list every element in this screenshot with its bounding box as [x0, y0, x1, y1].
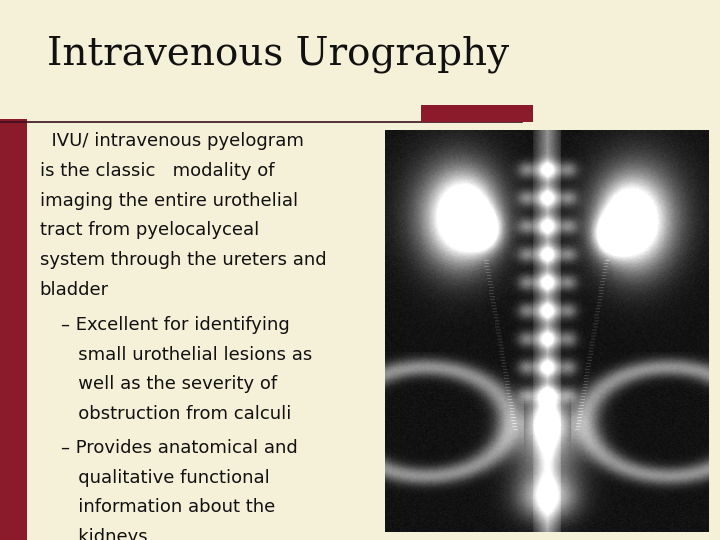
Text: IVU/ intravenous pyelogram: IVU/ intravenous pyelogram	[40, 132, 303, 150]
Text: bladder: bladder	[40, 281, 109, 299]
Text: obstruction from calculi: obstruction from calculi	[61, 405, 292, 423]
Text: Intravenous Urography: Intravenous Urography	[47, 35, 509, 73]
Text: kidneys: kidneys	[61, 528, 148, 540]
Bar	[421, 105, 533, 122]
Text: is the classic   modality of: is the classic modality of	[40, 162, 274, 180]
Bar	[0, 119, 27, 540]
Text: – Provides anatomical and: – Provides anatomical and	[61, 439, 298, 457]
Text: small urothelial lesions as: small urothelial lesions as	[61, 346, 312, 363]
Text: well as the severity of: well as the severity of	[61, 375, 277, 393]
Text: information about the: information about the	[61, 498, 276, 516]
Text: system through the ureters and: system through the ureters and	[40, 251, 326, 269]
Text: qualitative functional: qualitative functional	[61, 469, 270, 487]
Text: imaging the entire urothelial: imaging the entire urothelial	[40, 192, 298, 210]
Text: – Excellent for identifying: – Excellent for identifying	[61, 316, 290, 334]
Text: tract from pyelocalyceal: tract from pyelocalyceal	[40, 221, 259, 239]
